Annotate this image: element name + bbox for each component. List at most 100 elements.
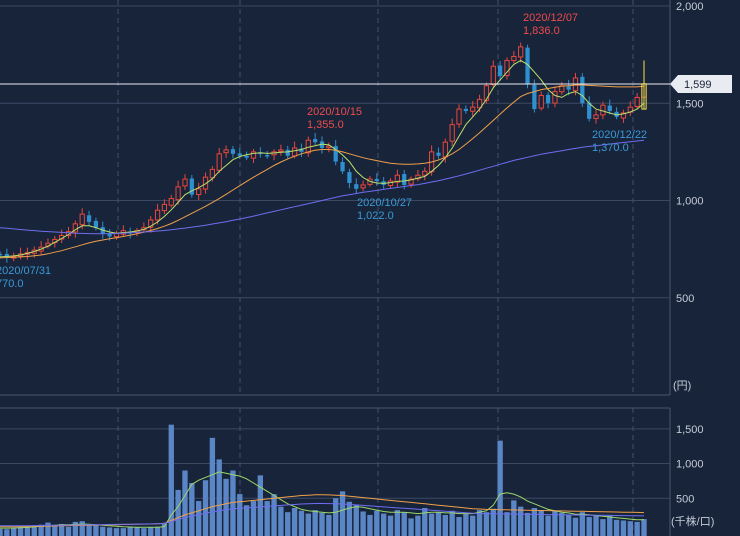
volume-tick-label: 1,000 <box>676 459 704 471</box>
candle-body <box>634 96 640 108</box>
volume-bar <box>79 521 85 536</box>
volume-bar <box>586 517 592 536</box>
candle-body <box>408 178 414 185</box>
volume-bar <box>17 526 24 536</box>
price-ma-long-line <box>0 139 645 235</box>
candle-body <box>498 65 503 77</box>
volume-bar <box>58 523 65 536</box>
volume-bar <box>497 440 503 536</box>
volume-bar <box>476 510 483 536</box>
candle-body <box>490 65 496 86</box>
volume-bar <box>230 470 236 536</box>
volume-bar <box>154 526 161 536</box>
volume-y-ticks: 1,500 1,000 500 <box>676 424 704 505</box>
candle-body <box>620 112 627 119</box>
candle-body <box>313 139 318 143</box>
volume-ma-long2-line <box>0 503 645 527</box>
volume-tick-label: 500 <box>676 493 694 505</box>
volume-bar <box>120 528 126 536</box>
volume-bar <box>161 523 168 536</box>
candle-body <box>182 178 188 187</box>
volume-bar <box>504 512 510 536</box>
volume-bar <box>511 500 517 536</box>
volume-bar <box>524 512 531 536</box>
volume-bar <box>449 510 455 536</box>
volume-bar <box>428 513 435 536</box>
volume-bar <box>380 513 387 536</box>
candle-body <box>340 161 345 172</box>
volume-bar <box>298 510 305 536</box>
volume-bar <box>593 514 599 536</box>
volume-bar <box>394 510 401 536</box>
price-ma-mid-line <box>0 84 645 259</box>
candle-body <box>299 148 304 152</box>
volume-bar <box>264 501 270 536</box>
candle-body <box>436 152 441 156</box>
candle-body <box>175 186 181 201</box>
volume-bar <box>4 529 10 536</box>
candle-body <box>607 105 612 112</box>
volume-bar <box>319 512 325 536</box>
volume-bar <box>483 512 490 536</box>
volume-bar <box>463 513 469 536</box>
candle-body <box>545 94 551 104</box>
volume-bar <box>291 508 298 536</box>
candle-body <box>387 180 394 187</box>
candle-body <box>394 174 400 183</box>
volume-bar <box>189 483 195 536</box>
candle-body <box>230 149 236 154</box>
candle-body <box>374 178 379 182</box>
price-tick-label: 1,000 <box>676 196 704 208</box>
candle-body <box>463 108 468 112</box>
volume-bar <box>250 501 257 536</box>
candle-body <box>449 124 455 142</box>
candle-body <box>518 46 524 58</box>
candle-body <box>202 176 209 190</box>
annotation-value: 1,022.0 <box>357 210 394 222</box>
volume-bar <box>148 527 154 536</box>
candle-body <box>189 178 194 195</box>
candle-body <box>360 184 366 189</box>
candle-body <box>354 184 359 189</box>
volume-bar <box>86 523 92 536</box>
candle-body <box>244 155 249 158</box>
volume-bar <box>202 480 209 536</box>
volume-bar <box>634 521 640 536</box>
volume-bar <box>305 513 311 536</box>
annotation-value: 1,355.0 <box>307 119 344 131</box>
candle-body <box>216 153 222 171</box>
price-tick-label: 1,500 <box>676 98 704 110</box>
volume-ma-short-line <box>0 471 644 529</box>
volume-bar <box>100 526 106 536</box>
volume-bar <box>559 512 565 536</box>
moving-averages <box>0 59 645 529</box>
volume-bar <box>641 519 647 536</box>
price-tick-label: 2,000 <box>676 1 704 13</box>
volume-bar <box>470 515 476 536</box>
annotation-date: 2020/07/31 <box>0 265 51 277</box>
candle-body <box>113 233 120 238</box>
annotation-value: 770.0 <box>0 278 24 290</box>
volume-bar <box>346 501 353 536</box>
volume-bar <box>326 514 332 536</box>
volume-bar <box>72 521 79 536</box>
candle-body <box>237 153 242 156</box>
candle-body <box>532 84 537 110</box>
price-y-ticks: 2,000 1,500 1,000 500 <box>676 1 704 305</box>
candle-body <box>148 219 154 228</box>
volume-bar <box>237 494 243 536</box>
volume-bar <box>367 514 373 536</box>
volume-bar <box>627 521 633 536</box>
volume-bar <box>168 424 174 536</box>
candle-body <box>168 198 174 206</box>
volume-bar <box>613 519 620 536</box>
candle-body <box>93 220 99 228</box>
volume-bar <box>531 508 538 536</box>
volume-bar <box>93 525 99 536</box>
volume-bar <box>607 515 613 536</box>
volume-bar <box>565 514 572 536</box>
candle-body <box>285 149 290 156</box>
volume-bar <box>442 514 448 536</box>
annotation-date: 2020/10/27 <box>357 197 412 209</box>
volume-bar <box>579 512 586 536</box>
